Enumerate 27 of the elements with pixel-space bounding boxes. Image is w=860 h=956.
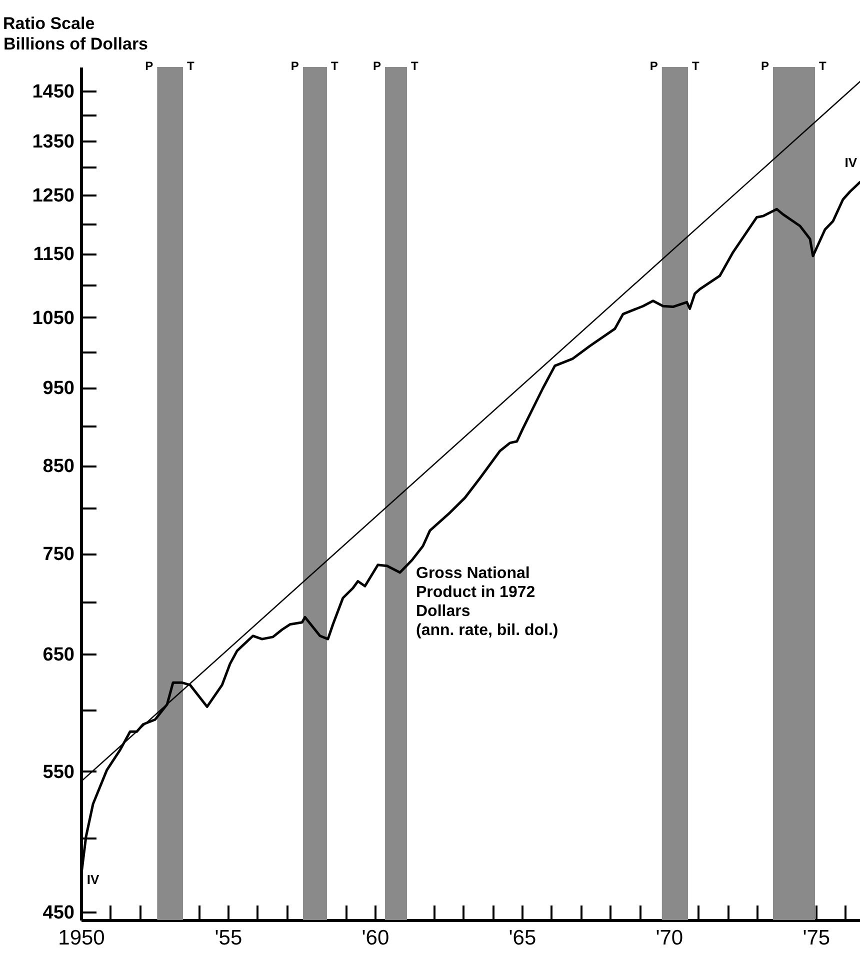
y-tick-label: 1050 (32, 308, 74, 329)
x-tick-label: '70 (656, 926, 684, 950)
text: P T (760, 59, 826, 73)
x-tick-label: '75 (802, 926, 830, 950)
text: P T (290, 59, 338, 73)
series-label: Gross National Product in 1972 Dollars (ann. rate, bil. dol.) (416, 565, 558, 639)
text: P T (372, 59, 418, 73)
y-tick-label: 850 (42, 456, 74, 478)
y-tick-label: 450 (42, 902, 74, 924)
x-tick-label: '55 (214, 926, 242, 950)
y-tick-label: 550 (42, 762, 74, 783)
annotation: IV (86, 872, 100, 887)
text: P T (650, 59, 700, 73)
x-tick-label: '60 (362, 926, 390, 950)
y-tick-label: 650 (42, 644, 74, 666)
x-tick-label: 1950 (58, 926, 105, 950)
y-tick-label: 1350 (32, 131, 74, 152)
y-tick-label: 1450 (32, 81, 74, 102)
y-tick-label: 1150 (33, 244, 74, 266)
text: P T (145, 59, 194, 73)
annotation: IV (844, 155, 858, 170)
y-axis-title: Billions of Dollars (4, 34, 148, 54)
y-tick-label: 950 (42, 378, 74, 400)
x-tick-label: '65 (508, 926, 536, 950)
text: Ratio Scale (3, 14, 95, 33)
y-tick-label: 1250 (32, 185, 74, 206)
y-tick-label: 750 (42, 544, 74, 566)
